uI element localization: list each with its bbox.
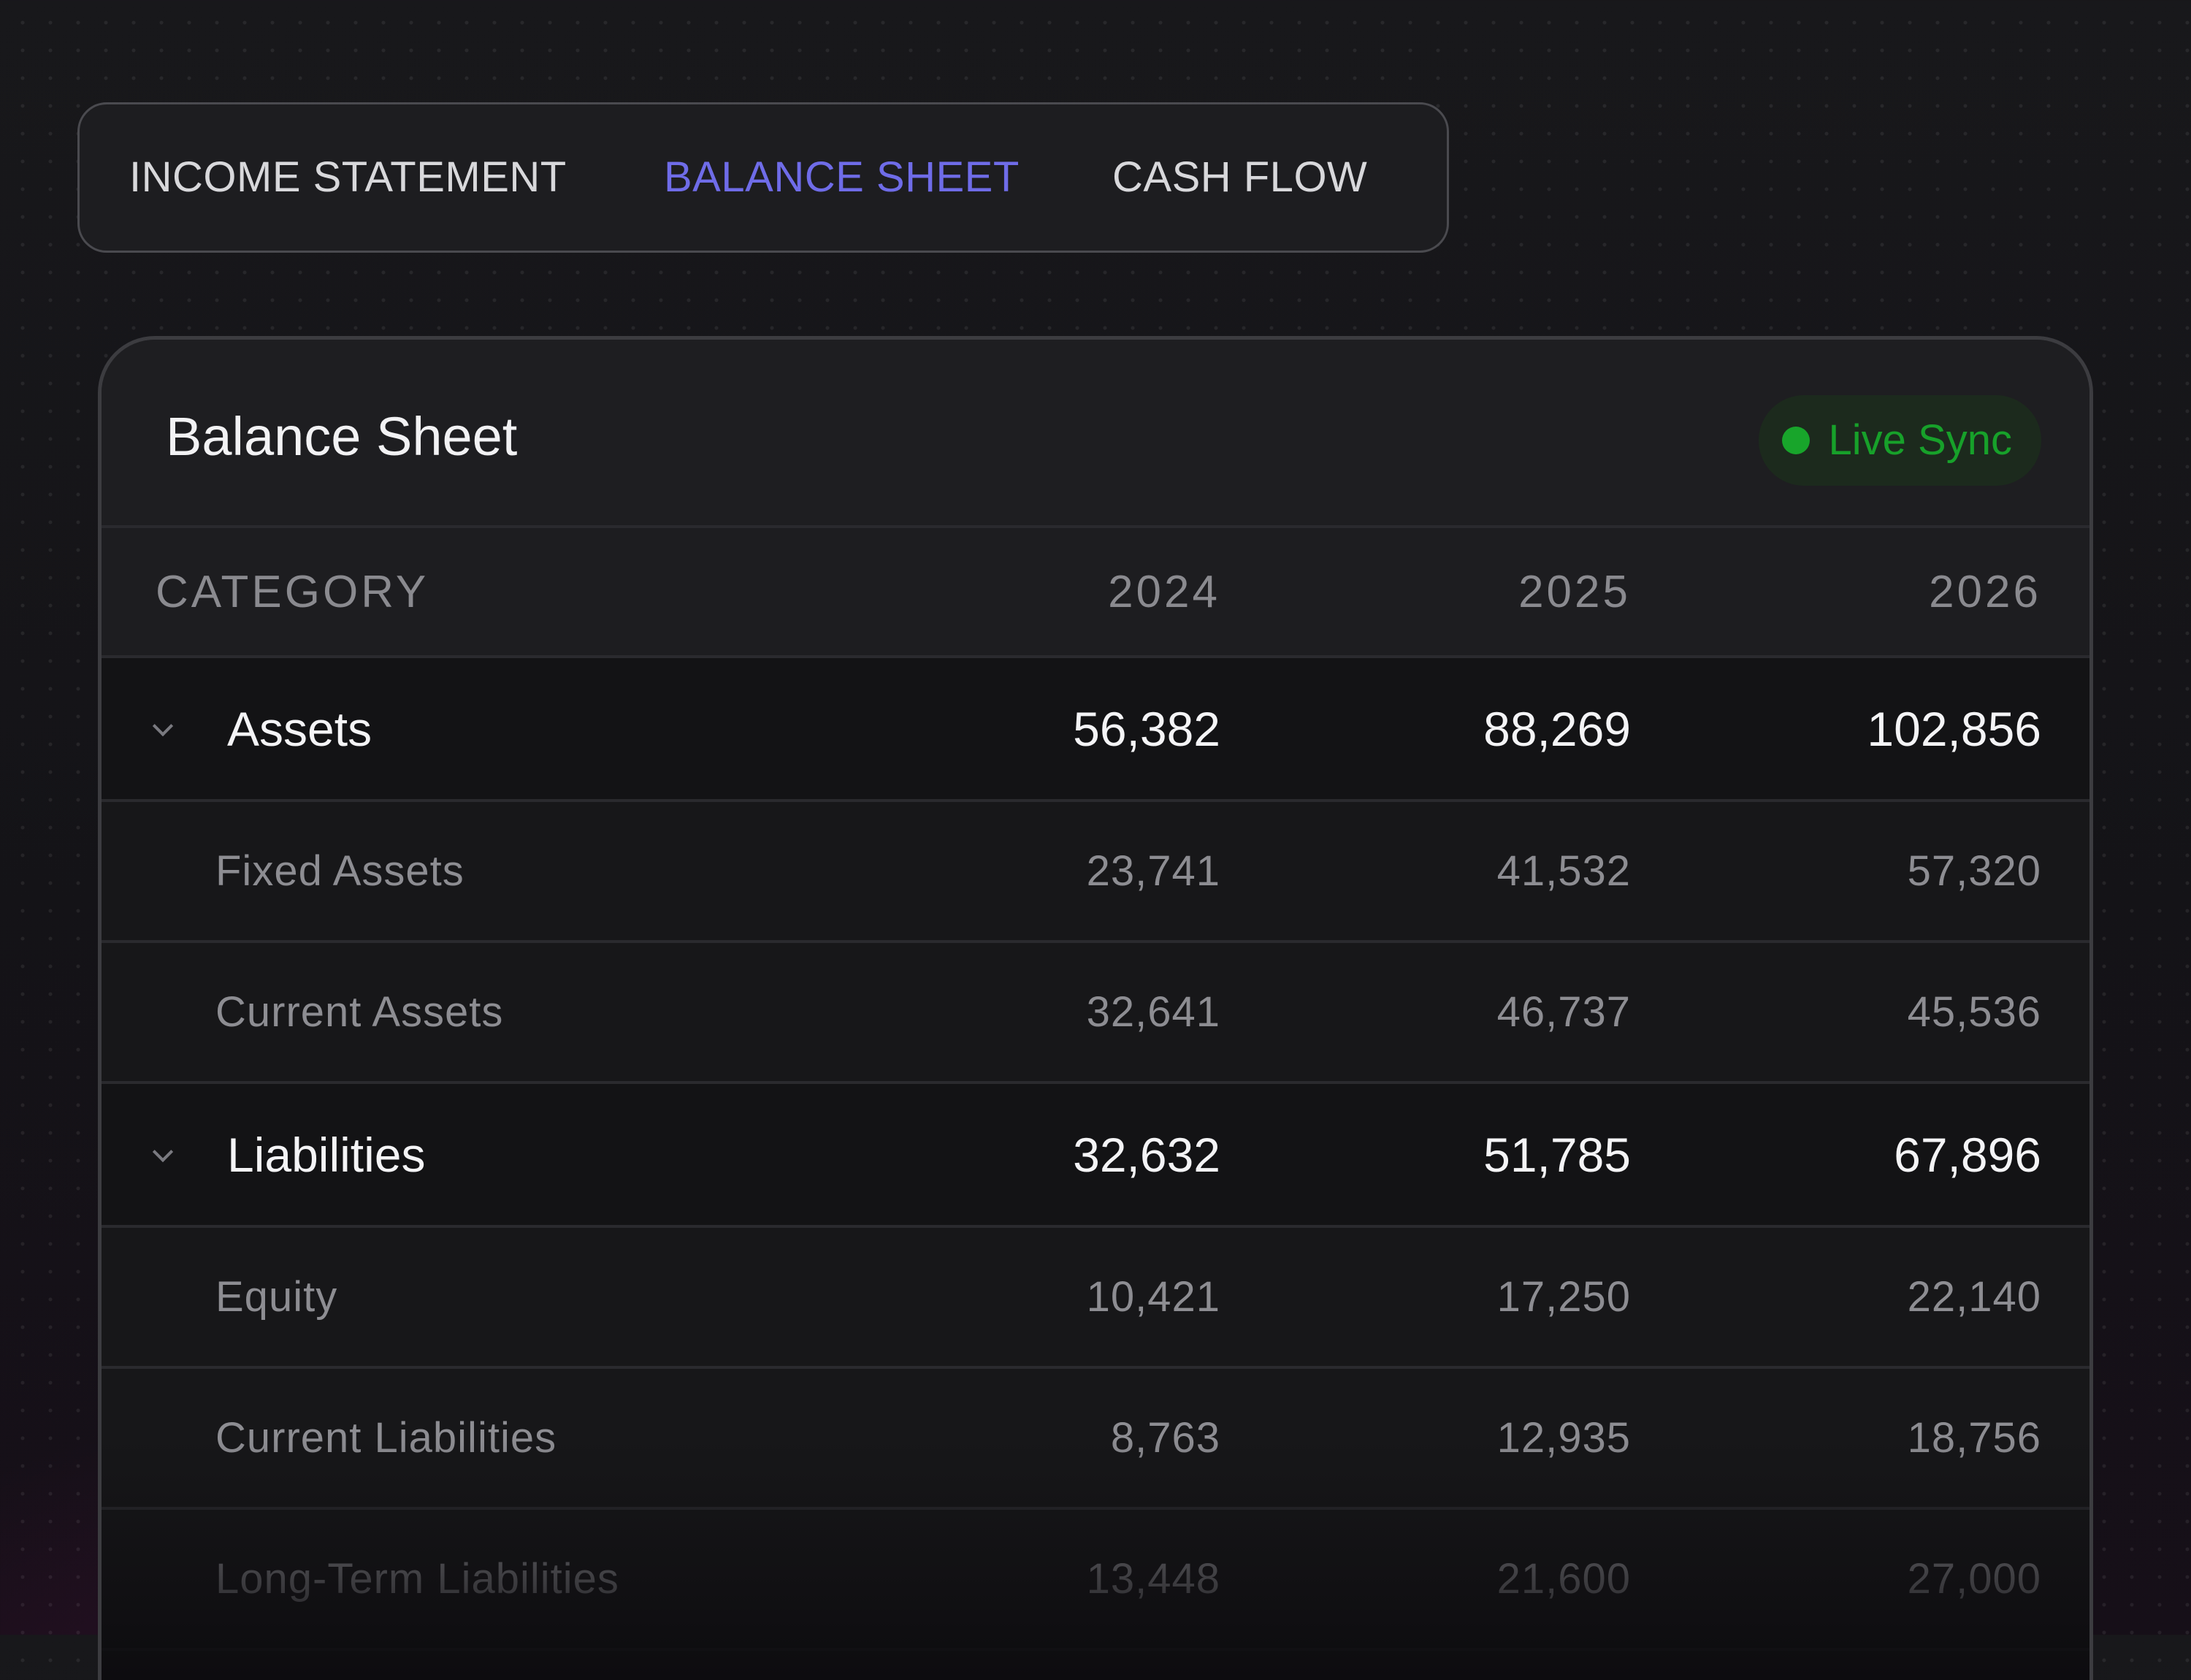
- live-sync-label: Live Sync: [1828, 416, 2012, 464]
- live-sync-badge: Live Sync: [1758, 395, 2041, 486]
- table-row-liabilities[interactable]: Liabilities 32,632 51,785 67,896: [102, 1084, 2089, 1228]
- row-label: Current Liabilities: [215, 1414, 557, 1462]
- chevron-down-icon[interactable]: [152, 715, 174, 736]
- table-row-fixed-assets: Fixed Assets 23,741 41,532 57,320: [102, 802, 2089, 943]
- row-value-2024: 56,382: [1073, 701, 1220, 756]
- row-value-2025: 46,737: [1496, 988, 1631, 1036]
- row-label: Equity: [215, 1273, 338, 1321]
- balance-sheet-table: CATEGORY 2024 2025 2026 Assets 56,382 88…: [102, 528, 2089, 1651]
- row-label: Assets: [227, 701, 372, 756]
- row-label: Long-Term Liabilities: [215, 1555, 619, 1603]
- report-tabs: INCOME STATEMENT BALANCE SHEET CASH FLOW: [77, 102, 1449, 253]
- row-value-2024: 8,763: [1110, 1414, 1220, 1462]
- row-value-2026: 27,000: [1907, 1555, 2041, 1603]
- tab-cash-flow[interactable]: CASH FLOW: [1112, 153, 1368, 201]
- table-row-current-assets: Current Assets 32,641 46,737 45,536: [102, 943, 2089, 1084]
- row-label: Current Assets: [215, 988, 504, 1036]
- header-category: CATEGORY: [156, 566, 429, 617]
- balance-sheet-card: Balance Sheet Live Sync CATEGORY 2024 20…: [98, 336, 2093, 1680]
- table-row-assets[interactable]: Assets 56,382 88,269 102,856: [102, 658, 2089, 802]
- row-value-2024: 23,741: [1086, 847, 1220, 895]
- row-value-2025: 21,600: [1496, 1555, 1631, 1603]
- row-value-2024: 10,421: [1086, 1273, 1220, 1321]
- row-value-2025: 12,935: [1496, 1414, 1631, 1462]
- tab-income-statement[interactable]: INCOME STATEMENT: [129, 153, 567, 201]
- row-value-2026: 22,140: [1907, 1273, 2041, 1321]
- status-dot-icon: [1781, 427, 1810, 454]
- row-value-2026: 57,320: [1907, 847, 2041, 895]
- table-row-current-liabilities: Current Liabilities 8,763 12,935 18,756: [102, 1369, 2089, 1510]
- table-row-equity: Equity 10,421 17,250 22,140: [102, 1228, 2089, 1369]
- row-value-2025: 41,532: [1496, 847, 1631, 895]
- row-value-2026: 45,536: [1907, 988, 2041, 1036]
- row-value-2025: 88,269: [1483, 701, 1631, 756]
- row-label: Fixed Assets: [215, 847, 464, 895]
- row-value-2024: 32,632: [1073, 1127, 1220, 1182]
- table-row-long-term-liabilities: Long-Term Liabilities 13,448 21,600 27,0…: [102, 1510, 2089, 1651]
- header-year-2: 2025: [1518, 566, 1631, 617]
- card-header: Balance Sheet Live Sync: [102, 340, 2089, 528]
- table-header-row: CATEGORY 2024 2025 2026: [102, 528, 2089, 658]
- row-value-2026: 67,896: [1894, 1127, 2041, 1182]
- card-title: Balance Sheet: [166, 406, 518, 467]
- row-value-2024: 13,448: [1086, 1555, 1220, 1603]
- row-value-2025: 51,785: [1483, 1127, 1631, 1182]
- row-value-2025: 17,250: [1496, 1273, 1631, 1321]
- row-value-2026: 102,856: [1867, 701, 2041, 756]
- header-year-3: 2026: [1929, 566, 2041, 617]
- header-year-1: 2024: [1108, 566, 1220, 617]
- tab-balance-sheet[interactable]: BALANCE SHEET: [664, 153, 1020, 201]
- row-value-2024: 32,641: [1086, 988, 1220, 1036]
- chevron-down-icon[interactable]: [152, 1141, 174, 1162]
- row-value-2026: 18,756: [1907, 1414, 2041, 1462]
- row-label: Liabilities: [227, 1127, 426, 1182]
